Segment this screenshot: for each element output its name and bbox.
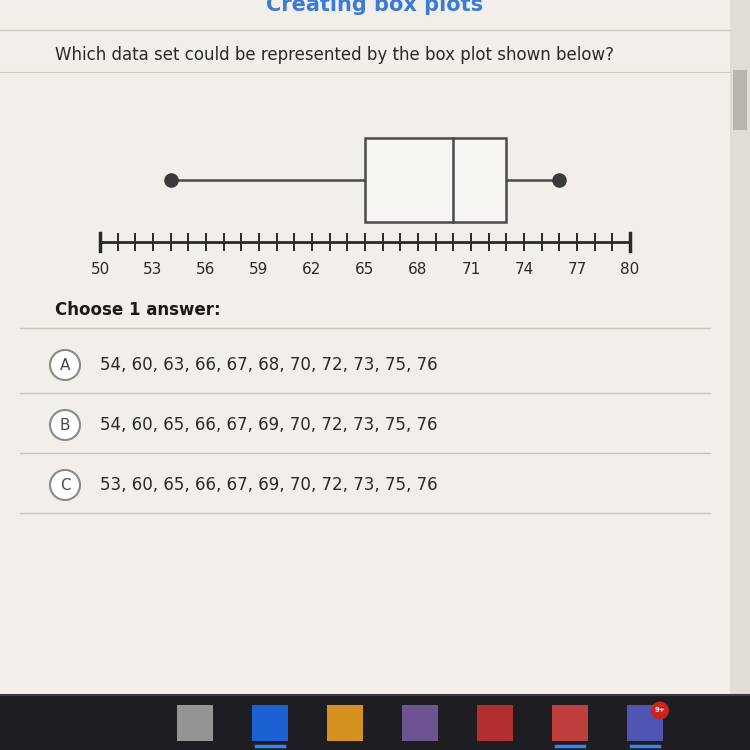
Text: 53: 53 [143,262,163,277]
Bar [402,704,438,740]
Text: 56: 56 [196,262,216,277]
Circle shape [50,470,80,500]
Circle shape [50,350,80,380]
Point [165,174,177,186]
Bar [552,704,588,740]
Text: 71: 71 [461,262,481,277]
Circle shape [50,410,80,440]
Text: A: A [60,358,70,373]
Bar [627,704,663,740]
Text: Creating box plots: Creating box plots [266,0,484,15]
Text: 59: 59 [249,262,268,277]
Text: Which data set could be represented by the box plot shown below?: Which data set could be represented by t… [55,46,614,64]
Bar [252,704,288,740]
Text: 53, 60, 65, 66, 67, 69, 70, 72, 73, 75, 76: 53, 60, 65, 66, 67, 69, 70, 72, 73, 75, … [100,476,438,494]
Bar [365,138,506,222]
Text: B: B [60,418,70,433]
Bar [477,704,513,740]
Bar [730,0,750,695]
Bar [327,704,363,740]
Text: Choose 1 answer:: Choose 1 answer: [55,301,220,319]
Circle shape [651,701,669,719]
Text: 74: 74 [514,262,534,277]
Text: 77: 77 [567,262,586,277]
Bar [177,704,213,740]
Text: C: C [60,478,70,493]
Bar [733,70,747,130]
Bar [0,695,750,750]
Text: 80: 80 [620,262,640,277]
Bar [0,0,730,30]
Text: 62: 62 [302,262,322,277]
Text: 9+: 9+ [655,707,665,713]
Text: 68: 68 [408,262,428,277]
Point [554,174,566,186]
Text: 54, 60, 65, 66, 67, 69, 70, 72, 73, 75, 76: 54, 60, 65, 66, 67, 69, 70, 72, 73, 75, … [100,416,437,434]
Text: 54, 60, 63, 66, 67, 68, 70, 72, 73, 75, 76: 54, 60, 63, 66, 67, 68, 70, 72, 73, 75, … [100,356,438,374]
Text: 65: 65 [356,262,375,277]
Text: 50: 50 [90,262,110,277]
